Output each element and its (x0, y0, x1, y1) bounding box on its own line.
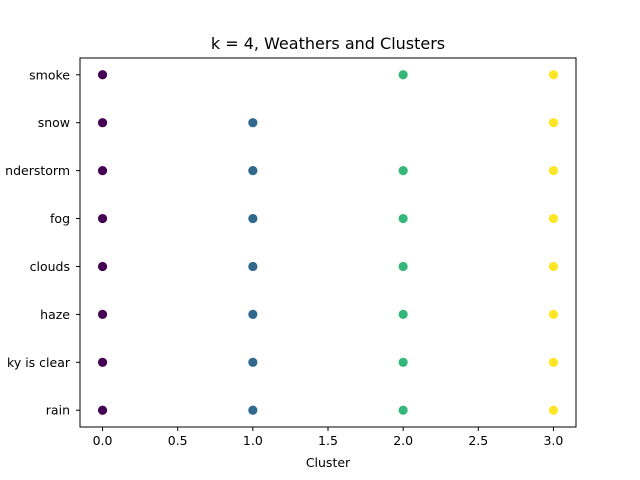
x-tick-label: 0.0 (93, 433, 113, 448)
x-tick-label: 3.0 (544, 433, 564, 448)
data-point (248, 213, 258, 224)
x-axis-label: Cluster (306, 455, 351, 470)
data-point (398, 309, 408, 319)
y-tick-label: fog (50, 211, 70, 226)
y-tick-label: rain (46, 403, 70, 418)
y-tick-label: haze (40, 307, 70, 322)
data-point (248, 405, 258, 415)
data-point (398, 405, 408, 415)
x-tick-label: 2.5 (468, 433, 488, 448)
data-point (398, 213, 408, 224)
data-point (97, 166, 108, 176)
data-point (97, 118, 108, 128)
data-point (97, 213, 108, 224)
x-tick-label: 0.5 (168, 433, 188, 448)
y-tick-label: nderstorm (5, 163, 70, 178)
data-point (248, 309, 258, 319)
data-point (548, 213, 559, 224)
y-tick-label: ky is clear (7, 355, 71, 370)
chart-title: k = 4, Weathers and Clusters (211, 34, 445, 53)
data-point (97, 70, 108, 80)
x-axis: 0.0 0.5 1.0 1.5 2.0 2.5 3.0 (93, 427, 564, 448)
y-tick-label: snow (38, 115, 70, 130)
data-point (398, 261, 408, 272)
data-point (248, 357, 258, 367)
data-point (248, 261, 258, 272)
data-point (97, 309, 108, 319)
data-point (248, 118, 258, 128)
y-tick-label: clouds (30, 259, 70, 274)
data-point (97, 261, 108, 272)
data-point (548, 70, 559, 80)
data-point (548, 118, 559, 128)
data-points (97, 70, 559, 415)
x-tick-label: 1.0 (243, 433, 263, 448)
data-point (548, 166, 559, 176)
data-point (548, 405, 559, 415)
data-point (398, 166, 408, 176)
data-point (398, 70, 408, 80)
data-point (398, 357, 408, 367)
y-axis: rain ky is clear haze clouds fog nderstorm sno… (5, 67, 80, 418)
y-tick-label: smoke (29, 67, 70, 82)
data-point (248, 166, 258, 176)
data-point (97, 357, 108, 367)
data-point (548, 261, 559, 272)
plot-frame (79, 57, 577, 428)
data-point (548, 357, 559, 367)
data-point (97, 405, 108, 415)
data-point (548, 309, 559, 319)
x-tick-label: 1.5 (318, 433, 338, 448)
x-tick-label: 2.0 (393, 433, 413, 448)
